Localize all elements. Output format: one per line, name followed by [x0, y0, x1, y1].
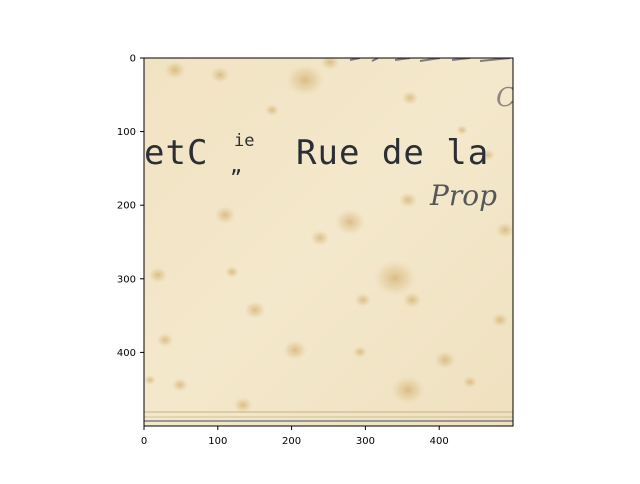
stain-spot: [354, 293, 372, 307]
x-tick-label: 200: [282, 436, 301, 447]
stain-spot: [285, 64, 325, 96]
y-tick-label: 0: [130, 54, 136, 65]
y-tick-label: 300: [117, 274, 136, 285]
stain-marks: [144, 58, 513, 413]
x-tick-label: 0: [141, 436, 147, 447]
stain-spot: [398, 192, 418, 208]
stain-spot: [462, 376, 478, 388]
stain-spot: [210, 67, 230, 83]
document-image: C etC ie „ Rue de la Prop: [144, 58, 516, 426]
stain-spot: [244, 301, 266, 319]
italic-line: Prop: [429, 179, 497, 212]
stain-spot: [334, 209, 366, 235]
stain-spot: [320, 58, 340, 70]
stain-spot: [148, 267, 168, 283]
stain-spot: [402, 292, 422, 308]
x-tick-label: 300: [356, 436, 375, 447]
axes-frame: [143, 57, 514, 427]
x-axis: 0 100 200 300 400: [141, 426, 449, 447]
stain-spot: [164, 61, 186, 79]
x-tick-label: 100: [208, 436, 227, 447]
typed-line-left: etC: [144, 133, 208, 173]
typed-line-right: Rue de la: [296, 133, 489, 173]
stain-spot: [434, 351, 456, 369]
stain-spot: [480, 149, 496, 161]
stain-spot: [310, 230, 330, 246]
stain-spot: [352, 346, 368, 358]
typed-superscript: ie: [234, 131, 254, 151]
stain-spot: [283, 340, 307, 360]
faint-letter: C: [496, 83, 516, 113]
stain-spot: [391, 376, 425, 404]
x-tick-label: 400: [430, 436, 449, 447]
stain-spot: [144, 375, 156, 385]
y-tick-label: 100: [117, 127, 136, 138]
paper-background: [144, 58, 513, 426]
stain-spot: [214, 206, 236, 224]
stain-spot: [171, 378, 189, 392]
y-tick-label: 200: [117, 201, 136, 212]
stain-spot: [156, 333, 174, 347]
stain-spot: [233, 397, 253, 413]
stain-spot: [495, 222, 513, 238]
stain-spot: [491, 313, 509, 327]
cropped-text-top: [349, 58, 511, 62]
typed-subscript: „: [230, 153, 242, 177]
stain-spot: [373, 260, 417, 296]
stain-spot: [456, 125, 468, 135]
y-tick-label: 400: [117, 348, 136, 359]
stain-spot: [401, 91, 419, 105]
stain-spot: [264, 104, 280, 116]
stain-spot: [224, 266, 240, 278]
y-axis: 0 100 200 300 400: [117, 54, 144, 359]
